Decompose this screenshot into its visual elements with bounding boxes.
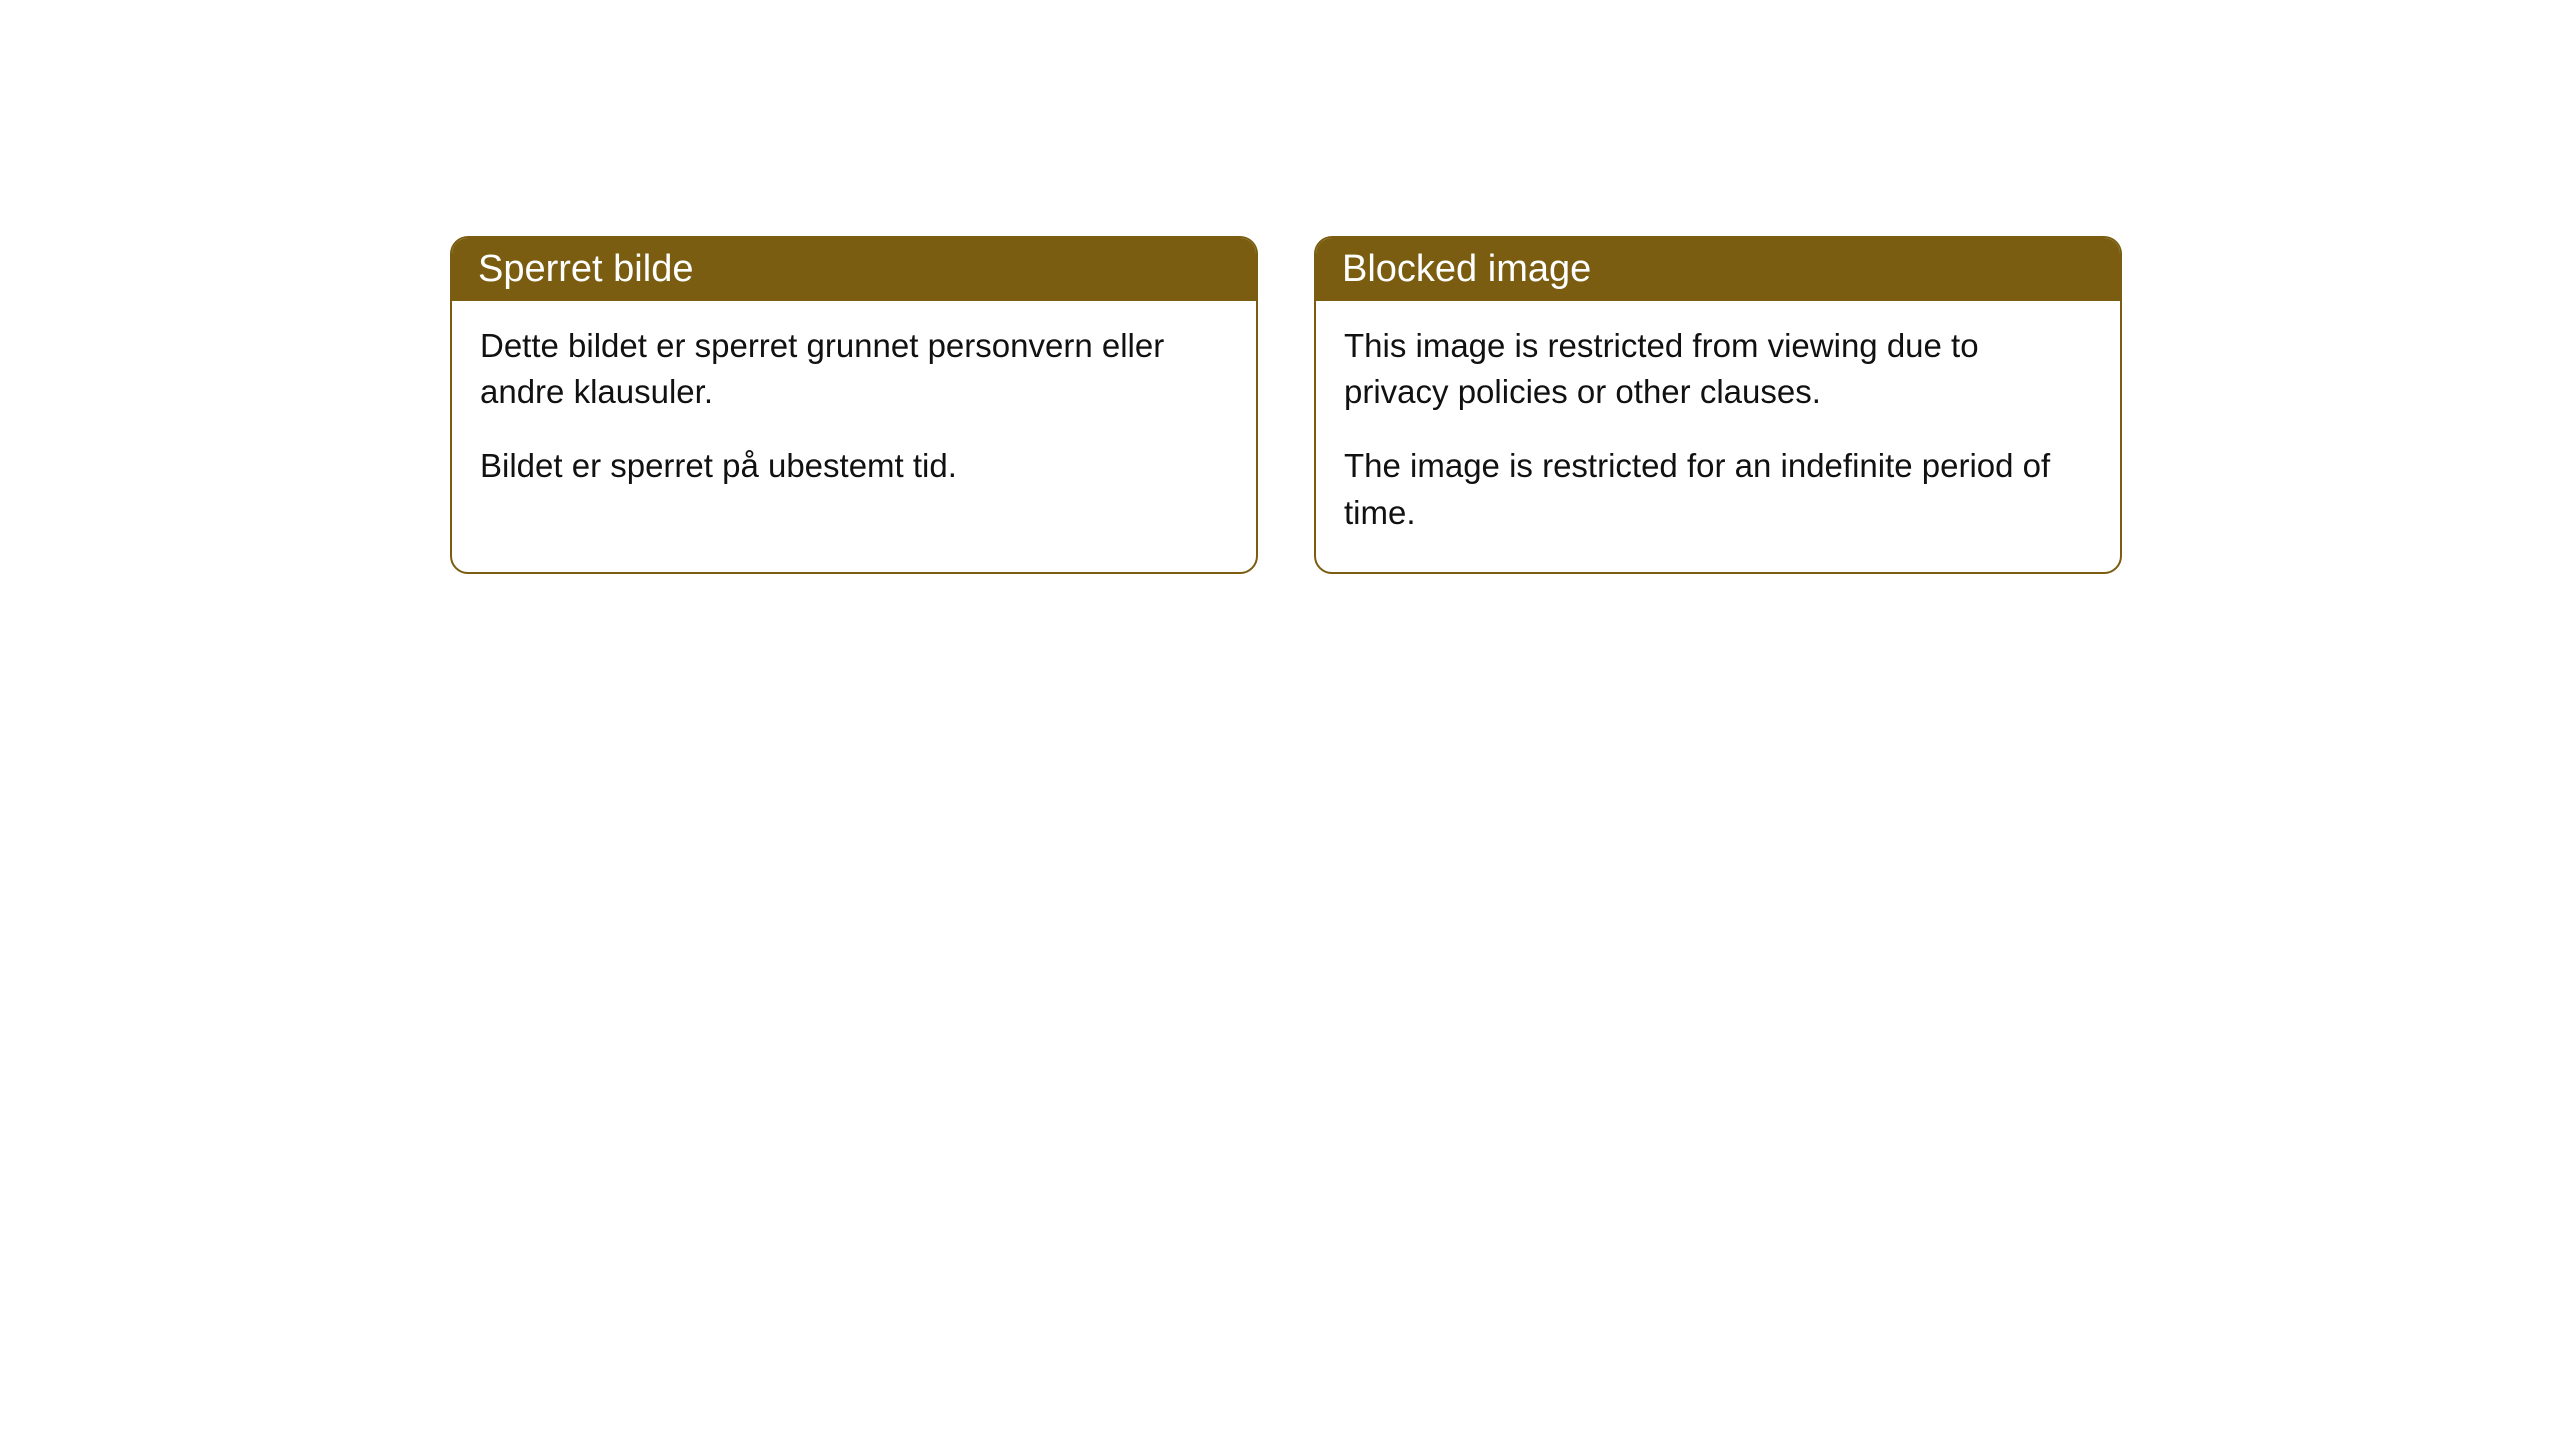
card-header-en: Blocked image — [1316, 238, 2120, 301]
card-body-no: Dette bildet er sperret grunnet personve… — [452, 301, 1256, 526]
blocked-image-card-no: Sperret bilde Dette bildet er sperret gr… — [450, 236, 1258, 574]
card-body-en: This image is restricted from viewing du… — [1316, 301, 2120, 572]
card-para1-no: Dette bildet er sperret grunnet personve… — [480, 323, 1228, 415]
notice-container: Sperret bilde Dette bildet er sperret gr… — [450, 236, 2122, 574]
card-header-no: Sperret bilde — [452, 238, 1256, 301]
card-para2-no: Bildet er sperret på ubestemt tid. — [480, 443, 1228, 489]
card-title-en: Blocked image — [1342, 248, 1591, 290]
card-para1-en: This image is restricted from viewing du… — [1344, 323, 2092, 415]
blocked-image-card-en: Blocked image This image is restricted f… — [1314, 236, 2122, 574]
card-para2-en: The image is restricted for an indefinit… — [1344, 443, 2092, 535]
card-title-no: Sperret bilde — [478, 248, 693, 290]
